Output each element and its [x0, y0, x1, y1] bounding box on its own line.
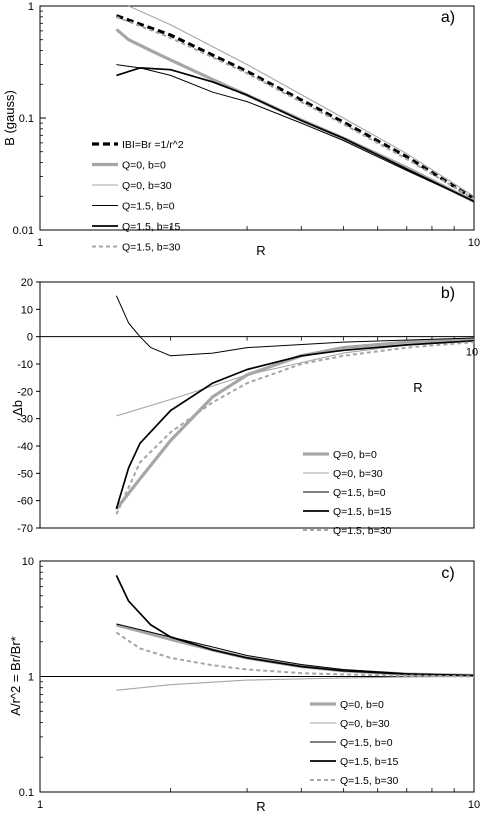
y-axis-label: B (gauss): [2, 90, 17, 146]
legend-label: Q=1.5, b=0: [122, 201, 175, 213]
legend-label: Q=1.5, b=30: [333, 525, 392, 537]
series-line-1: [115, 14, 475, 201]
y-tick-label: 1: [28, 1, 34, 13]
x-tick-label: 10: [466, 347, 478, 359]
y-tick-label: -60: [17, 496, 33, 508]
chart-panel-2: 20 10 0 -10 -20 -30 -40 -50 -60 -70 10 Q=0, b=0 Q=0,…: [10, 277, 478, 537]
x-tick-label: 10: [468, 237, 480, 249]
y-tick-label: -20: [17, 386, 33, 398]
legend-label: Q=1.5, b=15: [340, 756, 399, 768]
x-tick-label: 10: [468, 799, 480, 811]
y-tick-label: -50: [17, 468, 33, 480]
legend-label: Q=0, b=0: [340, 699, 384, 711]
legend-label: Q=0, b=0: [333, 449, 377, 461]
panel-label: a): [441, 9, 455, 26]
legend-label: Q=1.5, b=15: [333, 506, 392, 518]
x-tick-label: 1: [37, 799, 43, 811]
series-line-5: [115, 341, 475, 515]
y-tick-label: 10: [21, 304, 33, 316]
y-tick-label: 0.1: [19, 787, 34, 799]
legend-label: Q=0, b=0: [122, 160, 166, 172]
x-tick-label: 1: [37, 237, 43, 249]
legend-label: Q=1.5, b=30: [340, 775, 399, 787]
series-line-4: [115, 575, 475, 677]
legend-label: Q=1.5, b=15: [122, 221, 181, 233]
legend-label: Q=1.5, b=30: [122, 242, 181, 254]
y-tick-label: 0.1: [19, 113, 34, 125]
legend-label: Q=0, b=30: [340, 718, 390, 730]
legend-label: IBI=Br =1/r^2: [122, 139, 184, 151]
y-tick-label: 10: [22, 556, 34, 568]
series-line-1: [115, 337, 475, 510]
y-tick-label: -40: [17, 441, 33, 453]
x-axis-label: R: [256, 799, 265, 814]
x-axis-label: R: [256, 243, 265, 258]
legend-label: Q=1.5, b=0: [333, 487, 386, 499]
series-line-4: [116, 64, 475, 202]
series-line-2: [116, 338, 475, 417]
series-line-3: [115, 295, 475, 357]
series-line-5: [115, 631, 475, 678]
series-line-3: [116, 623, 475, 676]
y-tick-label: -70: [17, 523, 33, 535]
series-line-2: [116, 675, 475, 691]
series-line-6: [116, 15, 475, 200]
legend-label: Q=1.5, b=0: [340, 737, 393, 749]
panel-label: b): [441, 285, 455, 302]
series-line-4: [115, 339, 475, 510]
legend-label: Q=0, b=30: [333, 468, 383, 480]
series-line-1: [115, 623, 475, 678]
y-axis-label: Δb: [10, 400, 25, 416]
y-tick-label: 1: [28, 672, 34, 684]
series-line-5: [116, 67, 475, 203]
y-axis-label: A/r^2 = Br/Br*: [8, 636, 23, 715]
y-tick-label: 0: [27, 332, 33, 344]
y-tick-label: -10: [17, 359, 33, 371]
legend-label: Q=0, b=30: [122, 180, 172, 192]
y-tick-label: 0.01: [13, 225, 34, 237]
panel-label: c): [441, 565, 454, 582]
plot-frame: [39, 281, 475, 529]
chart-panel-1: 0.01 0.1 1 1 10 IBI=Br =1/r^2 Q=0, b=0 Q=0, b=3…: [2, 1, 480, 258]
x-axis-label: R: [413, 380, 422, 395]
y-tick-label: -30: [17, 414, 33, 426]
plot-frame: [39, 5, 475, 231]
series-line-3: [128, 5, 475, 197]
y-tick-label: 20: [21, 277, 33, 289]
